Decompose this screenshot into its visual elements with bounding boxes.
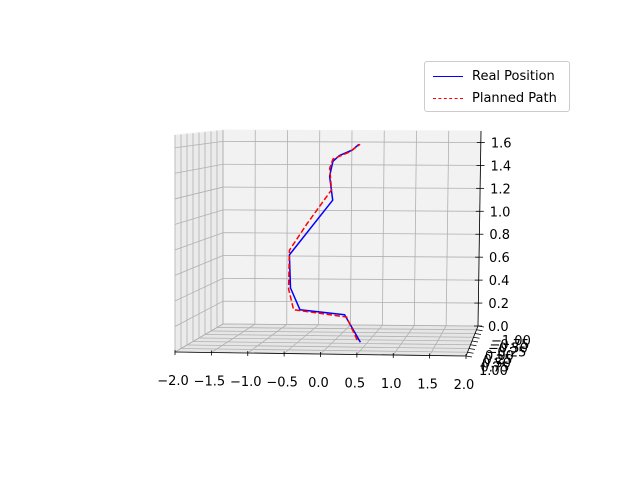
grid-line-x-back (350, 130, 353, 326)
grid-line-z-left (174, 186, 224, 200)
y-tick-mark (476, 329, 483, 332)
grid-line-z-left (174, 163, 224, 174)
y-tick-label: −0.75 (490, 338, 530, 353)
grid-line-y-floor (204, 334, 474, 338)
grid-line-x-back (381, 130, 385, 326)
grid-line-z-left (174, 255, 224, 276)
grid-line-z-back (222, 255, 480, 258)
z-tick-label: 0.0 (488, 320, 509, 335)
y-tick-label: −0.50 (488, 342, 528, 357)
grid-line-z-back (222, 141, 481, 143)
grid-line-z-left (174, 300, 224, 327)
x-tick-label: 1.5 (417, 378, 438, 393)
y-tick-label: 1.00 (479, 364, 508, 379)
z-tick-label: 1.0 (490, 205, 511, 220)
series-real-position-line (288, 143, 362, 343)
grid-line-x-back (318, 130, 321, 325)
grid-line-y-floor (192, 341, 471, 346)
x-tick-label: 0.0 (308, 376, 329, 391)
z-tick-labels: 0.0 0.2 0.4 0.6 0.8 1.0 1.2 1.4 1.6 (488, 136, 512, 335)
axes-panes (173, 129, 482, 357)
grid-line-x-back (286, 130, 288, 325)
grid-line-z-back (222, 300, 479, 304)
legend-label-real: Real Position (472, 68, 555, 84)
x-tick-label: −0.5 (266, 376, 298, 391)
z-tick-label: 0.6 (489, 251, 510, 266)
grid-line-z-left (174, 141, 224, 149)
grid-line-z-back (222, 163, 481, 166)
grid-line-y-floor (186, 344, 470, 349)
grid-line-y-floor (180, 348, 468, 353)
grid-line-z-back (222, 186, 481, 189)
y-tick-label: −1.00 (491, 334, 531, 349)
grid-line-x-back (413, 130, 417, 326)
grid-line-z-left (174, 277, 224, 302)
y-tick-mark (474, 333, 482, 335)
grid-line-y-floor (216, 327, 477, 331)
grid-line-x-back (445, 130, 450, 326)
grid-line-y-floor (210, 330, 476, 334)
grid-lines (174, 130, 482, 357)
grid-line-z-left (174, 232, 224, 251)
z-tick-label: 1.2 (490, 182, 511, 197)
y-tick-mark (470, 344, 477, 347)
x-tick-label: 2.0 (454, 378, 475, 393)
y-tick-label: 0.00 (485, 349, 514, 364)
grid-line-z-back (222, 277, 479, 281)
legend-line-real (433, 75, 463, 77)
series-planned-path-line (287, 143, 361, 341)
y-tick-labels: −1.00 −0.75 −0.50 −0.25 0.00 0.25 0.50 0… (479, 334, 531, 379)
y-tick-mark (473, 336, 480, 339)
legend-label-planned: Planned Path (472, 90, 557, 106)
z-axis-line (477, 130, 482, 327)
y-tick-mark (467, 351, 474, 354)
grid-line-z-back (222, 209, 480, 212)
z-tick-label: 1.6 (491, 136, 512, 151)
y-tick-label: −0.25 (487, 345, 527, 360)
x-tick-label: 0.5 (345, 377, 366, 392)
grid-line-z-left (174, 209, 224, 225)
legend-line-planned (433, 97, 463, 99)
legend-entry-planned: Planned Path (433, 89, 557, 107)
x-tick-labels: −2.0 −1.5 −1.0 −0.5 0.0 0.5 1.0 1.5 2.0 (157, 374, 474, 393)
x-tick-label: 1.0 (381, 377, 402, 392)
z-tick-label: 1.4 (490, 159, 511, 174)
z-tick-label: 0.8 (489, 228, 510, 243)
x-tick-label: −2.0 (157, 374, 189, 389)
y-tick-label: 0.50 (482, 357, 511, 372)
grid-line-y-floor (198, 337, 473, 342)
y-tick-label: 0.25 (484, 353, 513, 368)
tick-marks (174, 142, 485, 359)
x-tick-label: −1.5 (194, 375, 226, 390)
legend: Real Position Planned Path (424, 61, 570, 112)
z-tick-label: 0.4 (489, 274, 510, 289)
grid-line-z-back (222, 232, 480, 235)
z-tick-label: 0.2 (488, 297, 509, 312)
y-tick-label: 0.75 (481, 360, 510, 375)
legend-entry-real: Real Position (433, 67, 555, 85)
grid-line-z-left (174, 323, 224, 353)
data-series (287, 143, 362, 343)
y-tick-mark (471, 340, 479, 343)
y-tick-mark (465, 355, 473, 358)
x-tick-label: −1.0 (230, 375, 262, 390)
y-tick-mark (468, 348, 476, 350)
